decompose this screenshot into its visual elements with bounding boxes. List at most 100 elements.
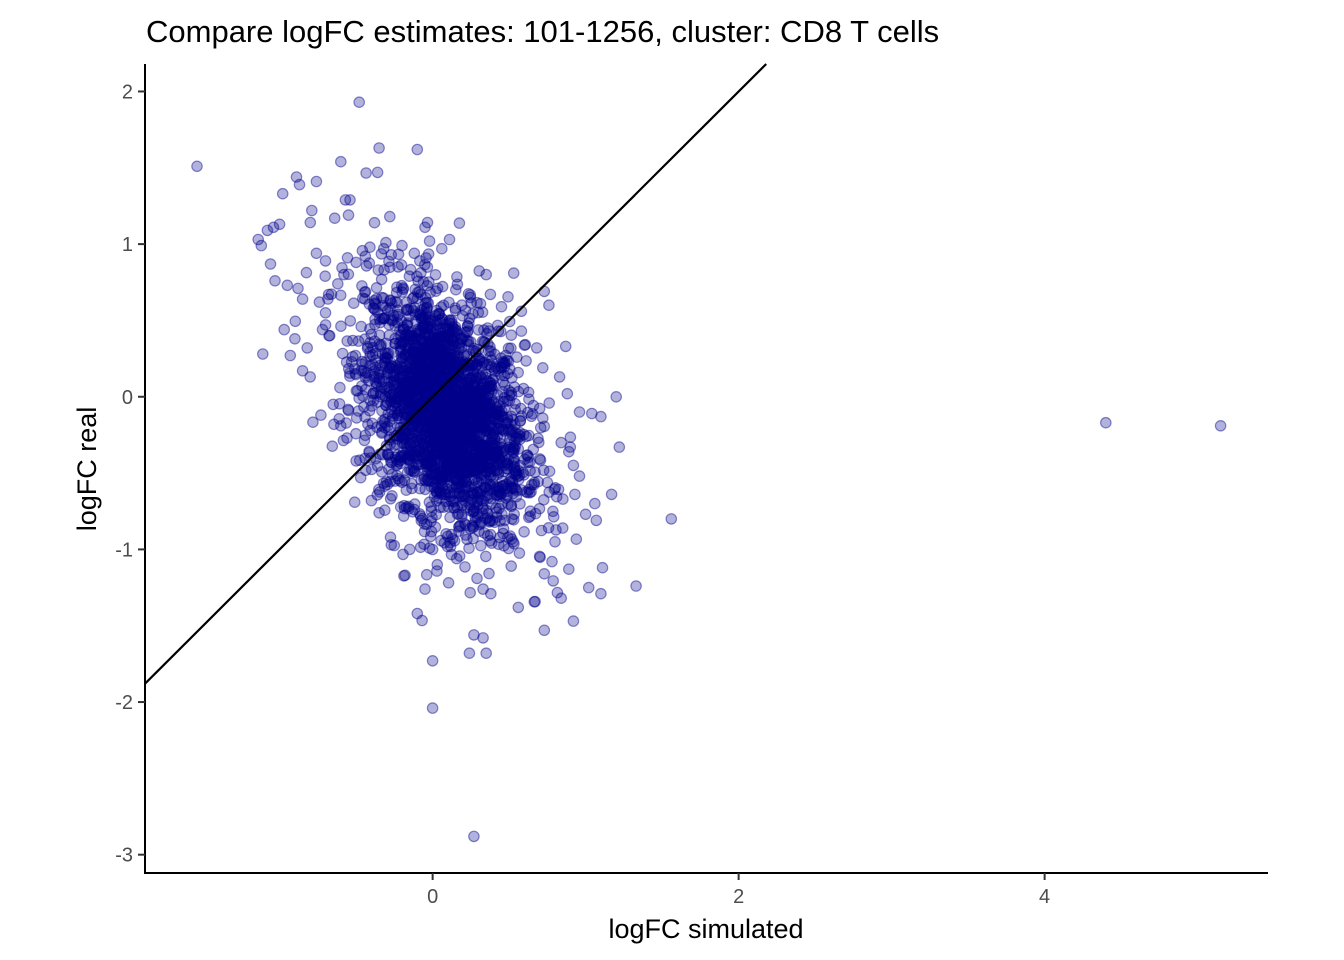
data-point (443, 330, 456, 342)
data-point (487, 412, 500, 424)
data-point (365, 463, 378, 476)
data-point (404, 437, 416, 449)
data-point (403, 543, 416, 556)
data-point (376, 404, 388, 417)
data-point (408, 345, 420, 358)
data-point (541, 476, 554, 489)
data-point (396, 239, 408, 252)
data-point (407, 392, 419, 404)
data-point (426, 422, 439, 434)
data-point (430, 416, 442, 428)
data-point (446, 421, 458, 433)
data-point (348, 363, 361, 375)
data-point (409, 353, 422, 365)
data-point (423, 496, 436, 508)
data-point (538, 567, 551, 580)
data-point (518, 469, 530, 481)
data-point (501, 413, 514, 426)
data-point (385, 249, 398, 261)
data-point (459, 458, 472, 471)
data-point (411, 270, 423, 283)
data-point (485, 409, 498, 422)
data-point (412, 352, 424, 364)
data-point (455, 377, 468, 390)
data-point (401, 395, 414, 408)
data-point (441, 540, 454, 553)
data-point (457, 466, 469, 479)
data-point (463, 647, 476, 659)
data-point (490, 422, 503, 435)
data-point (479, 417, 491, 430)
data-point (455, 420, 468, 433)
data-point (529, 507, 542, 520)
data-point (595, 410, 607, 423)
data-point (442, 426, 454, 438)
data-point (451, 271, 463, 283)
data-point (375, 466, 388, 478)
data-point (475, 410, 487, 423)
data-point (438, 405, 450, 418)
data-point (385, 297, 398, 309)
data-point (395, 405, 407, 418)
data-point (442, 418, 455, 431)
data-point (450, 444, 463, 456)
data-point (508, 381, 521, 393)
data-point (378, 264, 390, 276)
data-point (359, 464, 372, 477)
data-point (310, 175, 323, 188)
data-point (352, 335, 365, 347)
data-point (434, 332, 447, 344)
data-point (475, 445, 487, 457)
data-point (435, 441, 448, 454)
data-point (469, 396, 482, 409)
data-point (432, 473, 445, 486)
data-point (573, 406, 586, 418)
data-point (384, 475, 396, 488)
data-point (488, 409, 501, 422)
data-point (432, 438, 445, 451)
data-point (401, 376, 414, 389)
data-point (570, 533, 583, 545)
data-point (507, 442, 520, 455)
data-point (261, 224, 274, 237)
data-point (490, 408, 503, 421)
data-point (319, 255, 332, 267)
data-point (326, 440, 339, 452)
data-point (497, 357, 510, 370)
data-point (555, 592, 567, 604)
data-point (468, 629, 480, 641)
data-point (433, 357, 446, 370)
data-point (468, 481, 481, 494)
data-point (397, 336, 409, 349)
data-point (413, 255, 426, 267)
data-point (344, 194, 356, 206)
y-tick-label: -3 (115, 845, 133, 867)
data-point (367, 358, 379, 371)
data-point (1214, 419, 1227, 432)
data-point (427, 420, 440, 432)
data-point (478, 527, 490, 539)
data-point (412, 421, 425, 433)
data-point (553, 371, 566, 383)
data-point (391, 449, 404, 461)
data-point (340, 417, 352, 429)
data-point (472, 491, 485, 503)
data-point (490, 408, 503, 421)
data-point (359, 411, 371, 423)
data-point (481, 529, 494, 542)
data-point (369, 452, 382, 465)
data-point (404, 370, 417, 382)
data-point (448, 418, 460, 430)
data-point (358, 286, 371, 298)
data-point (420, 363, 433, 376)
data-point (378, 416, 391, 429)
data-point (490, 464, 503, 477)
data-point (499, 444, 511, 456)
data-point (468, 423, 481, 435)
data-point (471, 437, 484, 450)
data-point (355, 364, 367, 377)
data-point (422, 440, 435, 453)
data-point (444, 408, 456, 421)
data-point (440, 387, 453, 400)
data-point (356, 292, 369, 304)
